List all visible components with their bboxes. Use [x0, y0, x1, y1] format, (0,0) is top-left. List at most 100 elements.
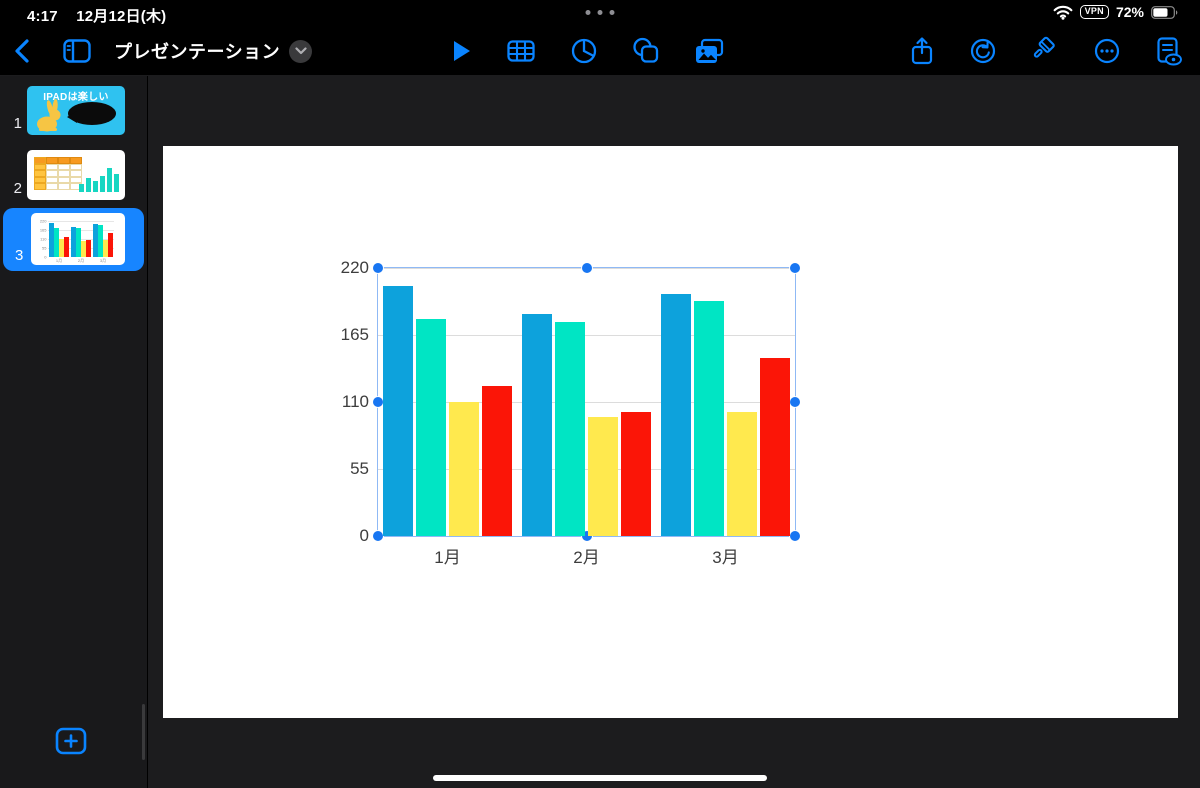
share-icon	[908, 36, 936, 66]
bar-series-4-1月[interactable]	[482, 386, 512, 536]
insert-shape-button[interactable]	[632, 37, 660, 65]
resize-handle-bottom-left[interactable]	[373, 531, 383, 541]
bar-series-4-1月[interactable]	[64, 236, 70, 257]
slide-number: 1	[13, 115, 22, 132]
presenter-notes-button[interactable]	[1154, 36, 1182, 66]
bar-series-1-1月[interactable]	[48, 223, 54, 257]
bar-series-3-2月[interactable]	[81, 240, 86, 257]
bar-series-3-3月[interactable]	[727, 411, 757, 536]
slide-2-thumb[interactable]	[27, 150, 125, 200]
bar-chart[interactable]: 0 55 110 165 220 1月 2月 3月	[341, 258, 800, 567]
bar-series-2-3月[interactable]	[694, 300, 724, 536]
bar-series-2-1月[interactable]	[54, 227, 59, 257]
slide-1-thumb[interactable]: IPADは楽しい	[27, 86, 125, 135]
resize-handle-middle-left[interactable]	[373, 397, 383, 407]
x-axis-label: 3月	[99, 258, 107, 263]
document-menu-button[interactable]	[289, 39, 313, 63]
slide-3[interactable]: 0 55 110 165 220 1月 2月 3月	[163, 146, 1178, 718]
y-tick-label: 220	[340, 258, 369, 277]
x-axis-label: 2月	[573, 548, 600, 567]
slide-thumbnail-2[interactable]: 2	[0, 150, 125, 200]
y-tick-label: 0	[44, 254, 47, 260]
x-axis-label: 1月	[55, 258, 63, 263]
bar-series-4-3月[interactable]	[760, 358, 790, 536]
y-tick-label: 110	[341, 392, 369, 411]
bar-series-2-3月[interactable]	[98, 225, 103, 257]
home-indicator[interactable]	[433, 775, 767, 781]
slide-navigator-toggle-button[interactable]	[62, 38, 92, 64]
resize-handle-bottom-middle[interactable]	[581, 531, 592, 541]
back-button[interactable]	[12, 37, 32, 65]
bar-series-4-2月[interactable]	[621, 411, 651, 536]
share-button[interactable]	[908, 36, 936, 66]
y-tick-label: 220	[39, 218, 47, 224]
bar-series-2-1月[interactable]	[416, 319, 446, 536]
bar-series-2-2月[interactable]	[76, 228, 81, 257]
y-tick-label: 165	[340, 325, 369, 344]
bar-series-3-1月[interactable]	[59, 239, 64, 257]
status-left: 4:17 12月12日(木)	[27, 5, 166, 26]
multitask-dots-icon[interactable]	[585, 10, 615, 15]
bar-series-4-2月[interactable]	[86, 240, 92, 257]
play-icon	[452, 39, 472, 63]
slide-thumbnail-1[interactable]: 1 IPADは楽しい	[0, 86, 125, 135]
slide-canvas[interactable]: 0 55 110 165 220 1月 2月 3月	[148, 76, 1200, 788]
bar-series-1-3月[interactable]	[92, 224, 98, 257]
bar-series-3-1月[interactable]	[449, 402, 479, 536]
status-right: VPN 72%	[1053, 4, 1178, 20]
format-button[interactable]	[1030, 36, 1060, 66]
bar-series-3-3月[interactable]	[103, 240, 108, 257]
table-icon	[506, 38, 536, 64]
bar-series-1-2月[interactable]	[522, 314, 552, 536]
clock: 4:17	[27, 8, 58, 25]
photos-icon	[694, 38, 724, 65]
undo-icon	[969, 37, 997, 65]
bar-series-1-2月[interactable]	[70, 227, 76, 257]
slide-navigator: 1 IPADは楽しい 2	[0, 76, 148, 788]
slide-3-thumb[interactable]: 0 55 110 165 220 1月 2月 3月	[31, 213, 125, 265]
insert-chart-button[interactable]	[570, 37, 598, 65]
gridline	[378, 469, 795, 470]
sidebar-scrollbar[interactable]	[142, 704, 145, 760]
battery-percent: 72%	[1115, 4, 1144, 20]
bar-series-3-2月[interactable]	[588, 416, 618, 536]
paintbrush-icon	[1030, 36, 1060, 66]
x-axis-label: 2月	[77, 258, 85, 263]
chevron-left-icon	[12, 37, 32, 65]
plus-icon	[55, 727, 87, 755]
document-eye-icon	[1154, 36, 1182, 66]
slide-number: 2	[13, 180, 22, 197]
bar-series-1-1月[interactable]	[383, 286, 413, 536]
undo-button[interactable]	[969, 37, 997, 65]
bar-series-1-3月[interactable]	[661, 293, 691, 536]
more-button[interactable]	[1093, 37, 1121, 65]
sidebar-toggle-icon	[62, 38, 92, 64]
bar-series-2-2月[interactable]	[555, 321, 585, 536]
slide-thumbnail-3-selected[interactable]: 0 55 110 165 220 1月 2月 3月 3	[3, 208, 144, 271]
play-button[interactable]	[452, 39, 472, 63]
bar-series-4-3月[interactable]	[108, 233, 114, 257]
add-slide-button[interactable]	[55, 727, 87, 755]
pie-chart-icon	[570, 37, 598, 65]
insert-media-button[interactable]	[694, 38, 724, 65]
resize-handle-bottom-right[interactable]	[790, 531, 800, 541]
y-tick-label: 165	[39, 227, 47, 233]
document-title: プレゼンテーション	[114, 42, 281, 62]
y-tick-label: 55	[42, 245, 47, 251]
vpn-badge: VPN	[1079, 5, 1109, 19]
toolbar: プレゼンテーション	[0, 26, 1200, 76]
battery-icon	[1151, 5, 1178, 19]
insert-table-button[interactable]	[506, 38, 536, 64]
wifi-icon	[1053, 4, 1073, 20]
resize-handle-top-right[interactable]	[790, 263, 800, 273]
gridline	[48, 239, 114, 240]
resize-handle-middle-right[interactable]	[790, 397, 800, 407]
y-tick-label: 0	[359, 526, 369, 545]
resize-handle-top-left[interactable]	[373, 263, 383, 273]
resize-handle-top-middle[interactable]	[581, 263, 592, 273]
x-axis-label: 1月	[434, 548, 461, 567]
mini-grouped-bar-chart: 0 55 110 165 220 1月 2月 3月	[40, 219, 114, 263]
y-tick-label: 110	[40, 236, 47, 242]
gridline	[48, 221, 114, 222]
slide-1-title: IPADは楽しい	[43, 92, 109, 103]
